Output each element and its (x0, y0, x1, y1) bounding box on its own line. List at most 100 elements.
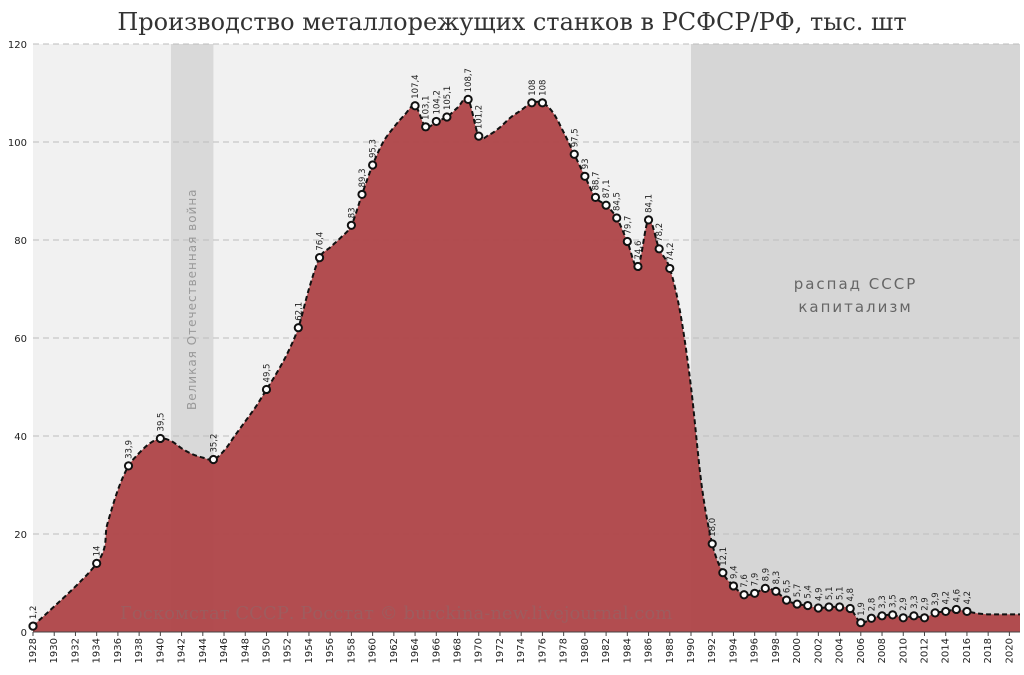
data-label: 33,9 (125, 440, 135, 459)
x-tick-label: 1958 (346, 638, 357, 663)
data-point (537, 98, 548, 108)
data-point (580, 171, 590, 181)
data-point (654, 244, 664, 254)
data-label: 79,7 (623, 216, 633, 235)
x-tick-label: 1968 (453, 638, 464, 663)
data-label: 84,1 (645, 194, 655, 213)
y-tick-label: 0 (21, 628, 27, 639)
x-tick-label: 1970 (474, 638, 485, 663)
data-label: 5,7 (793, 584, 803, 598)
annotations: Великая Отечественная война распад СССР ка… (185, 188, 918, 410)
data-label: 4,6 (952, 589, 962, 603)
data-label: 103,1 (422, 95, 432, 119)
data-label: 4,8 (846, 588, 856, 602)
x-tick-label: 1994 (728, 638, 739, 663)
data-label: 49,5 (262, 364, 272, 383)
data-point (781, 595, 792, 605)
data-label: 76,4 (316, 232, 326, 251)
data-label: 78,2 (655, 223, 665, 242)
data-point (834, 602, 845, 612)
data-label: 7,9 (751, 573, 761, 587)
x-tick-label: 1982 (601, 638, 612, 663)
data-label: 108 (528, 80, 538, 96)
data-point (739, 590, 749, 600)
y-tick-label: 20 (14, 530, 27, 541)
data-label: 93 (581, 158, 591, 169)
data-point (750, 588, 760, 598)
data-point (760, 583, 770, 593)
x-tick-label: 1992 (707, 638, 718, 663)
data-point (569, 149, 579, 159)
x-tick-label: 1988 (665, 638, 676, 663)
data-label: 3,3 (878, 595, 888, 609)
y-tick-label: 40 (14, 432, 27, 443)
data-point (888, 610, 898, 620)
data-point (792, 599, 802, 609)
data-point (314, 253, 325, 263)
data-point (771, 586, 781, 596)
x-tick-label: 1942 (177, 638, 188, 663)
data-label: 83 (347, 207, 357, 218)
x-tick-label: 2000 (792, 638, 803, 663)
data-point (346, 220, 356, 230)
data-label: 87,1 (602, 179, 612, 198)
capitalism-region-label: распад СССР (794, 275, 918, 293)
data-point (92, 558, 102, 569)
data-label: 97,5 (570, 128, 580, 147)
data-points (28, 94, 972, 631)
data-point (941, 606, 951, 617)
data-point (856, 618, 866, 628)
data-point (357, 189, 367, 200)
x-tick-label: 2004 (835, 638, 846, 663)
data-label: 35,2 (209, 434, 219, 453)
data-point (824, 602, 834, 612)
x-tick-label: 1944 (198, 638, 209, 663)
data-label: 105,1 (443, 86, 453, 110)
data-label: 74,2 (666, 242, 676, 261)
x-tick-label: 1986 (644, 638, 655, 663)
data-point (728, 581, 739, 591)
data-label: 95,3 (369, 139, 379, 158)
data-label: 8,3 (772, 571, 782, 585)
data-label: 14 (93, 546, 103, 557)
x-tick-label: 1934 (92, 638, 103, 663)
data-label: 104,2 (432, 90, 442, 114)
y-tick-label: 80 (14, 236, 27, 247)
data-point (463, 94, 473, 104)
data-label: 4,2 (942, 591, 952, 605)
data-label: 74,6 (634, 241, 644, 260)
data-label: 2,9 (899, 597, 909, 611)
x-tick-label: 1976 (537, 638, 548, 663)
data-label: 4,2 (963, 591, 973, 605)
data-point (962, 606, 972, 617)
area-fill (33, 98, 1020, 633)
x-tick-label: 1938 (134, 638, 145, 663)
data-label: 3,9 (931, 592, 941, 606)
data-label: 39,5 (156, 413, 166, 432)
x-tick-label: 1990 (686, 638, 697, 663)
x-tick-label: 1960 (368, 638, 379, 663)
x-tick-label: 1966 (431, 638, 442, 663)
war-region-label: Великая Отечественная война (185, 188, 199, 410)
data-point (431, 116, 441, 127)
data-point (590, 192, 601, 202)
x-tick-label: 1952 (283, 638, 294, 663)
x-tick-label: 1956 (325, 638, 336, 663)
data-point (909, 611, 919, 621)
x-tick-label: 1940 (155, 638, 166, 663)
x-tick-label: 1950 (261, 638, 272, 663)
data-label: 5,4 (804, 585, 814, 599)
source-watermark: Госкомстат СССР. Росстат © burckina-new.… (120, 603, 672, 624)
data-label: 108,7 (464, 68, 474, 92)
x-tick-label: 2018 (983, 638, 994, 663)
data-point (643, 215, 654, 225)
data-point (813, 603, 823, 613)
data-point (208, 454, 219, 465)
data-point (707, 539, 717, 549)
data-point (803, 600, 813, 611)
data-label: 7,6 (740, 574, 750, 588)
data-label: 3,5 (889, 594, 899, 608)
data-point (293, 323, 303, 333)
data-point (155, 433, 165, 444)
